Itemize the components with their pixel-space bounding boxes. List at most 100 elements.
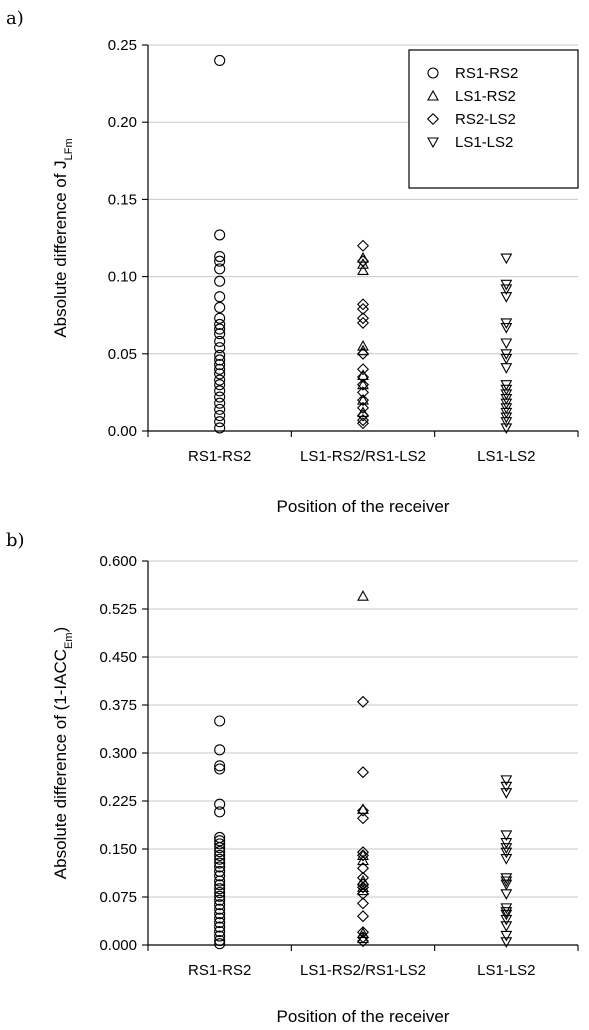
data-point-triangle-down	[500, 889, 513, 900]
data-point-diamond	[356, 897, 370, 910]
y-tick-label: 0.20	[108, 114, 137, 131]
data-point-diamond	[356, 394, 370, 407]
data-point-triangle-down	[500, 903, 513, 915]
data-point-circle	[214, 410, 226, 422]
data-point-circle	[214, 715, 226, 727]
data-point-triangle-up	[357, 344, 369, 356]
legend-label: LS1-RS2	[455, 88, 516, 105]
data-point-circle	[214, 899, 226, 911]
data-point-circle	[214, 760, 226, 772]
data-point-circle	[214, 368, 226, 380]
data-point-triangle-up	[357, 339, 369, 351]
data-point-circle	[214, 374, 226, 386]
data-point-circle	[214, 903, 226, 915]
data-point-diamond	[356, 910, 370, 923]
data-point-diamond	[356, 871, 370, 884]
data-point-triangle-down	[500, 921, 513, 932]
data-point-diamond	[356, 935, 370, 948]
data-point-circle	[214, 894, 226, 906]
data-point-circle	[214, 921, 226, 933]
data-point-triangle-down	[500, 914, 513, 926]
data-point-diamond	[356, 378, 370, 391]
data-point-diamond	[356, 804, 370, 817]
x-axis-title: Position of the receiver	[277, 497, 450, 516]
data-point-triangle-down	[500, 353, 513, 365]
legend-marker-triangle-down	[427, 137, 439, 149]
data-point-circle	[214, 938, 226, 950]
data-point-diamond	[356, 862, 370, 875]
data-point-circle	[214, 263, 226, 275]
data-point-circle	[214, 349, 226, 361]
data-point-circle	[214, 926, 226, 938]
data-point-triangle-down	[500, 830, 513, 842]
data-point-circle	[214, 846, 226, 858]
chart-panel-a: a) 0.00 0.05 0.10 0.15 0.20 0.25 RS1-RS2 LS1-RS…	[6, 8, 579, 516]
data-point-circle	[214, 291, 226, 303]
data-point-triangle-up	[357, 251, 369, 263]
data-point-triangle-up	[357, 854, 369, 866]
data-point-diamond	[356, 414, 370, 427]
data-point-circle	[214, 853, 226, 865]
data-point-circle	[214, 250, 226, 263]
y-tick-label: 0.075	[99, 889, 137, 906]
data-point-diamond	[356, 255, 370, 268]
data-point-circle	[214, 328, 226, 340]
data-point-circle	[214, 359, 226, 371]
x-tick-label: RS1-RS2	[188, 962, 251, 979]
data-point-diamond	[356, 298, 370, 311]
data-point-circle	[214, 422, 226, 434]
data-point-triangle-down	[500, 775, 513, 787]
x-tick-label: LS1-LS2	[477, 448, 535, 465]
data-point-circle	[214, 849, 226, 861]
data-point-circle	[214, 930, 226, 942]
data-point-circle	[214, 416, 226, 428]
y-tick-label: 0.05	[108, 346, 137, 363]
data-point-circle	[214, 798, 226, 810]
data-point-triangle-up	[357, 264, 369, 275]
data-point-diamond	[356, 887, 370, 900]
data-point-triangle-up	[357, 393, 369, 405]
data-point-diamond	[356, 846, 370, 859]
data-point-circle	[214, 875, 226, 887]
data-point-diamond	[356, 312, 370, 325]
data-point-diamond	[356, 926, 370, 939]
data-point-circle	[214, 335, 226, 347]
y-tick-label: 0.525	[99, 601, 137, 618]
data-point-circle	[214, 312, 226, 324]
data-point-triangle-down	[500, 323, 513, 334]
y-tick-label: 0.25	[108, 37, 137, 54]
data-point-diamond	[356, 417, 370, 430]
data-point-triangle-down	[500, 781, 513, 793]
data-point-triangle-down	[500, 854, 513, 865]
legend-marker-diamond	[426, 112, 440, 126]
data-point-diamond	[356, 363, 370, 376]
data-point-circle	[214, 397, 226, 409]
data-point-circle	[214, 391, 226, 403]
data-point-circle	[214, 842, 226, 854]
data-point-diamond	[356, 766, 370, 779]
data-point-triangle-up	[357, 406, 369, 418]
data-point-triangle-down	[500, 876, 513, 888]
chart-panel-b: b) 0.000 0.075 0.150 0.225 0.300 0.375 0.450 0.…	[0, 520, 589, 1030]
data-point-circle	[214, 744, 226, 756]
x-tick-label: LS1-RS2/RS1-LS2	[300, 448, 426, 465]
x-tick-label: RS1-RS2	[188, 448, 251, 465]
data-point-circle	[214, 806, 226, 818]
data-point-circle	[214, 934, 226, 947]
data-point-circle	[214, 861, 226, 873]
data-point-triangle-down	[500, 363, 513, 374]
data-point-triangle-down	[500, 873, 513, 884]
data-point-circle	[214, 363, 226, 375]
data-point-circle	[214, 54, 226, 66]
legend-marker-circle	[427, 67, 439, 79]
data-point-circle	[214, 883, 226, 895]
data-point-diamond	[356, 316, 370, 329]
data-point-circle	[214, 318, 226, 331]
data-point-diamond	[356, 386, 370, 399]
data-point-triangle-down	[500, 909, 513, 921]
y-axis-title: Absolute difference of JLFm	[51, 138, 75, 337]
data-point-diamond	[356, 347, 370, 360]
y-tick-label: 0.375	[99, 697, 137, 714]
panel-label-a: a)	[6, 8, 24, 29]
y-tick-label: 0.300	[99, 745, 137, 762]
